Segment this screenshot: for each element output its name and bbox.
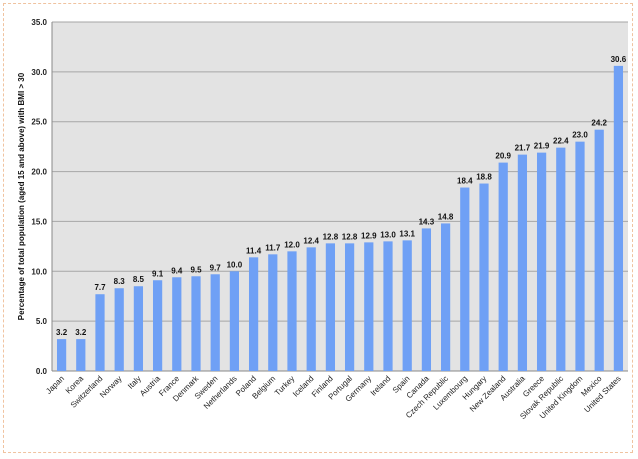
y-axis-title: Percentage of total population (aged 15 … (17, 72, 26, 320)
data-label: 8.5 (133, 275, 145, 284)
bar (56, 339, 67, 371)
y-tick-label: 15.0 (31, 217, 47, 226)
data-label: 11.7 (265, 243, 281, 252)
data-label: 7.7 (94, 283, 106, 292)
y-tick-label: 35.0 (31, 18, 47, 27)
bar (364, 242, 374, 371)
data-label: 30.6 (611, 55, 627, 64)
bar (613, 65, 624, 372)
data-label: 20.9 (495, 152, 511, 161)
bar (172, 277, 182, 371)
data-label: 9.7 (210, 263, 222, 272)
data-label: 8.3 (114, 277, 126, 286)
plot-background (52, 22, 628, 371)
data-label: 18.4 (457, 177, 473, 186)
data-label: 3.2 (56, 328, 68, 337)
x-tick-label: Norway (98, 374, 124, 400)
bar (536, 152, 547, 371)
bar (133, 286, 144, 371)
bar (575, 141, 585, 371)
data-label: 13.0 (380, 230, 396, 239)
data-label: 14.3 (419, 217, 435, 226)
y-tick-label: 20.0 (31, 168, 47, 177)
bar (152, 280, 163, 371)
x-tick-label: Japan (44, 374, 66, 396)
bar (440, 223, 451, 371)
data-label: 9.5 (190, 265, 202, 274)
data-label: 12.0 (284, 240, 300, 249)
plot-area: 0.0 5.0 10.0 15.0 20.0 25.0 30.0 35.0 3.2 Japan 3.… (17, 18, 628, 421)
bar (229, 271, 240, 371)
data-label: 9.1 (152, 269, 164, 278)
bar (325, 243, 336, 371)
bar (517, 154, 528, 371)
bar (556, 147, 566, 371)
data-label: 11.4 (246, 246, 262, 255)
x-tick-label: Ireland (369, 374, 393, 398)
data-label: 3.2 (75, 328, 87, 337)
data-label: 9.4 (171, 266, 183, 275)
data-label: 24.2 (591, 119, 607, 128)
data-label: 13.1 (399, 229, 415, 238)
bar (95, 294, 105, 371)
y-tick-label: 0.0 (36, 367, 48, 376)
data-label: 10.0 (227, 260, 243, 269)
data-label: 12.4 (303, 236, 319, 245)
bar (383, 241, 393, 371)
data-label: 12.8 (342, 232, 358, 241)
y-tick-label: 30.0 (31, 68, 47, 77)
bar (402, 240, 412, 371)
data-label: 21.7 (515, 144, 531, 153)
bar (460, 187, 470, 371)
bar (498, 162, 508, 371)
data-label: 22.4 (553, 137, 569, 146)
bar (210, 274, 220, 371)
bar (594, 129, 604, 371)
bar (191, 276, 201, 371)
bar (287, 251, 297, 371)
bar (344, 243, 355, 371)
bar (268, 254, 278, 371)
y-tick-label: 10.0 (31, 267, 47, 276)
data-label: 21.9 (534, 142, 550, 151)
data-label: 12.9 (361, 231, 377, 240)
data-label: 18.8 (476, 173, 492, 182)
bar (306, 247, 316, 371)
data-label: 12.8 (323, 232, 339, 241)
y-tick-label: 5.0 (36, 317, 48, 326)
bar (248, 257, 259, 371)
bar (479, 183, 489, 371)
data-label: 14.8 (438, 212, 454, 221)
data-label: 23.0 (572, 131, 588, 140)
bar (76, 339, 86, 371)
y-tick-label: 25.0 (31, 118, 47, 127)
bar (421, 228, 432, 371)
bar (114, 288, 124, 371)
